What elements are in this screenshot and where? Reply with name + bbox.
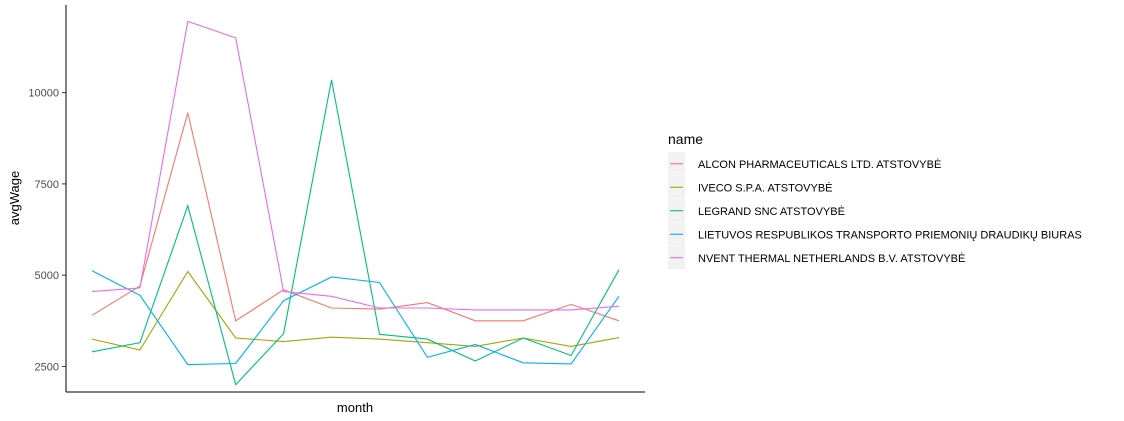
series-line-2 bbox=[91, 270, 620, 351]
y-tick-label: 10000 bbox=[28, 88, 59, 100]
legend: name ALCON PHARMACEUTICALS LTD. ATSTOVYB… bbox=[668, 131, 1082, 269]
y-tick-label: 7500 bbox=[35, 179, 59, 191]
legend-label: IVECO S.P.A. ATSTOVYBĖ bbox=[698, 181, 833, 194]
legend-title: name bbox=[668, 131, 703, 147]
x-axis-title: month bbox=[337, 400, 373, 415]
legend-label: NVENT THERMAL NETHERLANDS B.V. ATSTOVYBĖ bbox=[698, 252, 965, 265]
legend-label: LEGRAND SNC ATSTOVYBĖ bbox=[698, 205, 845, 218]
legend-label: LIETUVOS RESPUBLIKOS TRANSPORTO PRIEMONI… bbox=[698, 229, 1082, 241]
legend-label: ALCON PHARMACEUTICALS LTD. ATSTOVYBĖ bbox=[698, 158, 941, 171]
series-line-4 bbox=[91, 270, 620, 366]
y-tick-label: 2500 bbox=[35, 361, 59, 373]
y-axis-ticks: 2500 5000 7500 10000 bbox=[28, 88, 66, 373]
y-axis-title: avgWage bbox=[7, 171, 22, 225]
y-tick-label: 5000 bbox=[35, 270, 59, 282]
plot-lines bbox=[91, 20, 620, 386]
series-line-1 bbox=[91, 112, 620, 322]
series-line-3 bbox=[91, 79, 620, 386]
legend-items: ALCON PHARMACEUTICALS LTD. ATSTOVYBĖ IVEC… bbox=[668, 152, 1082, 269]
series-line-5 bbox=[91, 20, 620, 311]
